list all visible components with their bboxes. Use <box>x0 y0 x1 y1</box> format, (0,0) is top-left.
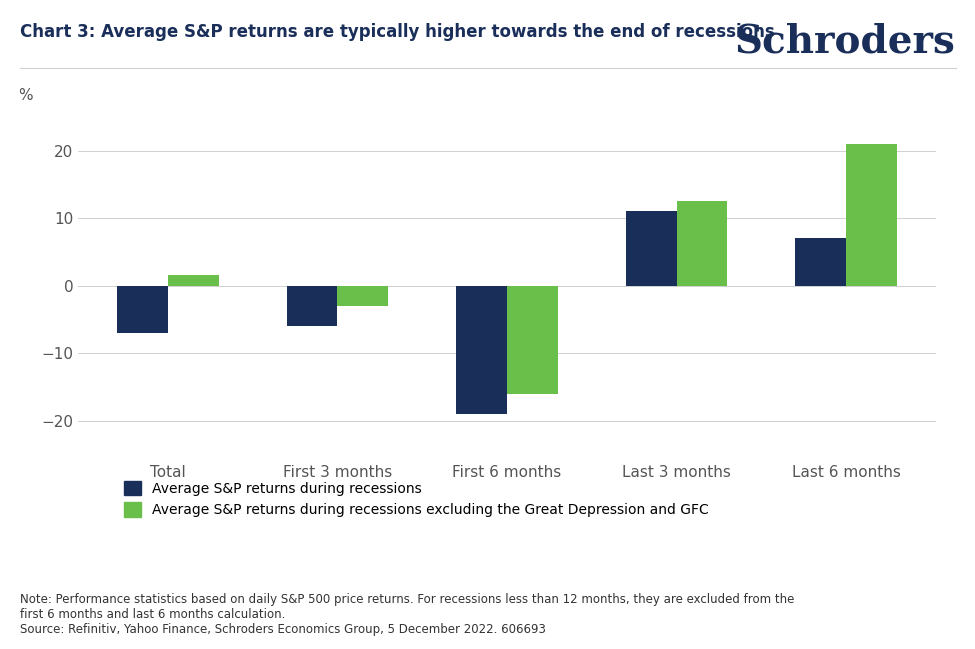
Bar <box>456 286 507 414</box>
Text: Note: Performance statistics based on daily S&P 500 price returns. For recession: Note: Performance statistics based on da… <box>20 593 794 636</box>
Bar <box>117 286 168 333</box>
Bar <box>846 144 897 286</box>
Bar <box>677 201 727 286</box>
Legend: Average S&P returns during recessions, Average S&P returns during recessions exc: Average S&P returns during recessions, A… <box>124 481 709 517</box>
Bar <box>337 286 388 306</box>
Bar <box>626 212 677 286</box>
Text: Chart 3: Average S&P returns are typically higher towards the end of recessions: Chart 3: Average S&P returns are typical… <box>20 23 774 41</box>
Bar <box>168 275 218 286</box>
Text: %: % <box>18 88 32 103</box>
Bar <box>796 238 846 286</box>
Text: Schroders: Schroders <box>734 23 956 61</box>
Bar <box>287 286 337 326</box>
Bar <box>507 286 558 393</box>
